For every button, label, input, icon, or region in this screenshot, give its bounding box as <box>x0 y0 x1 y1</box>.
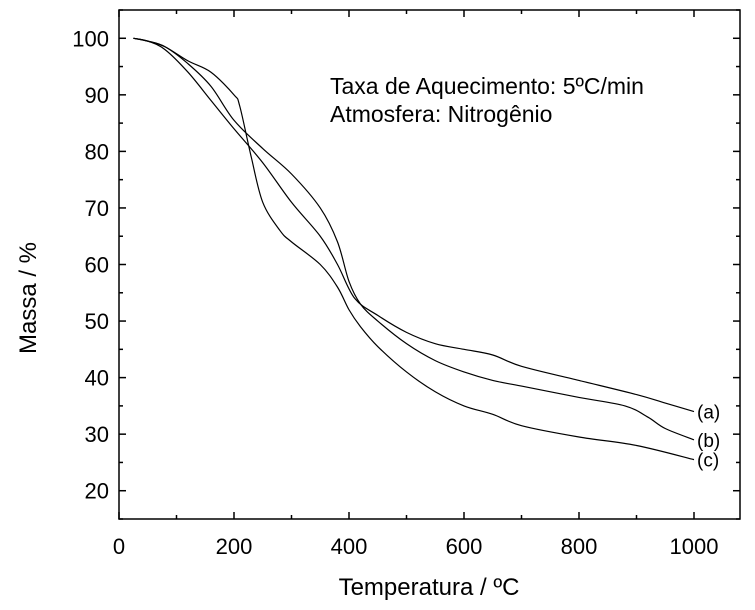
series-line-2 <box>133 37 695 441</box>
series-lines: (a) (b)(c) <box>133 37 720 472</box>
x-axis-title: Temperatura / ºC <box>339 574 520 601</box>
x-tick-label: 200 <box>216 534 253 559</box>
series-label-3: (c) <box>697 451 719 472</box>
series-line-1 <box>133 37 695 413</box>
x-tick-label: 800 <box>561 534 598 559</box>
series-line-3 <box>133 37 695 461</box>
y-tick-label: 40 <box>85 366 109 391</box>
y-tick-label: 90 <box>85 83 109 108</box>
axis-ticks: 0 200 400 600 800 1000 20 30 40 50 60 70 80 90 100 <box>72 9 740 559</box>
x-tick-label: 400 <box>331 534 368 559</box>
annotation-heating-rate: Taxa de Aquecimento: 5ºC/min <box>330 73 644 99</box>
x-tick-label: 0 <box>113 534 125 559</box>
y-tick-label: 100 <box>72 26 109 51</box>
y-tick-label: 80 <box>85 139 109 164</box>
y-tick-label: 20 <box>85 479 109 504</box>
y-tick-label: 60 <box>85 253 109 278</box>
y-tick-label: 30 <box>85 422 109 447</box>
annotation-atmosphere: Atmosfera: Nitrogênio <box>330 101 552 127</box>
y-tick-label: 50 <box>85 309 109 334</box>
x-tick-label: 600 <box>446 534 483 559</box>
series-label-2: (b) <box>697 431 720 452</box>
y-axis-title: Massa / % <box>15 242 42 354</box>
y-tick-label: 70 <box>85 196 109 221</box>
x-tick-label: 1000 <box>670 534 719 559</box>
series-label-1: (a) <box>697 403 720 424</box>
